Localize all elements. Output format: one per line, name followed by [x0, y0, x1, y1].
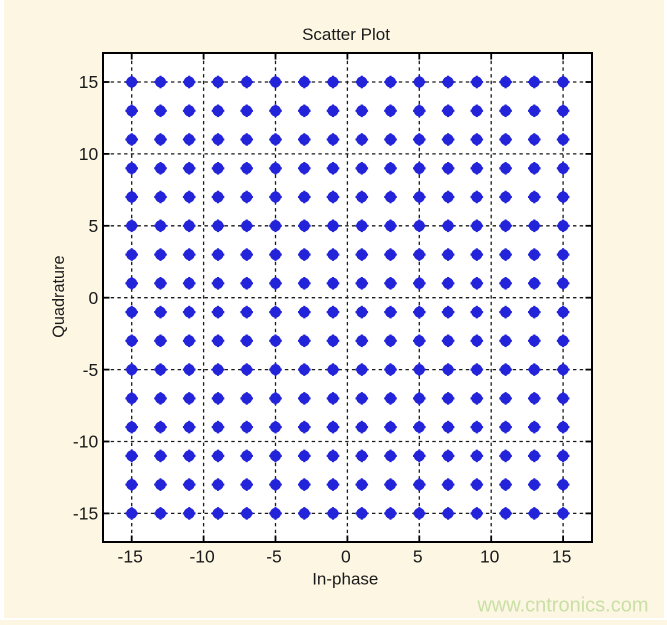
svg-text:www.cntronics.com: www.cntronics.com — [476, 595, 648, 617]
svg-text:-15: -15 — [118, 547, 143, 567]
svg-text:0: 0 — [88, 288, 98, 308]
svg-text:-15: -15 — [73, 504, 98, 524]
svg-text:Scatter Plot: Scatter Plot — [302, 25, 390, 44]
svg-text:0: 0 — [341, 547, 351, 567]
svg-text:-5: -5 — [266, 547, 282, 567]
svg-text:-10: -10 — [73, 432, 99, 452]
svg-text:15: 15 — [552, 547, 571, 567]
svg-text:5: 5 — [413, 547, 423, 567]
svg-text:5: 5 — [88, 216, 98, 236]
svg-text:10: 10 — [480, 547, 500, 567]
svg-text:In-phase: In-phase — [312, 570, 378, 589]
svg-text:-10: -10 — [189, 547, 215, 567]
svg-text:Quadrature: Quadrature — [50, 255, 68, 337]
svg-text:15: 15 — [79, 72, 98, 92]
svg-text:-5: -5 — [83, 360, 99, 380]
svg-text:10: 10 — [79, 144, 99, 164]
